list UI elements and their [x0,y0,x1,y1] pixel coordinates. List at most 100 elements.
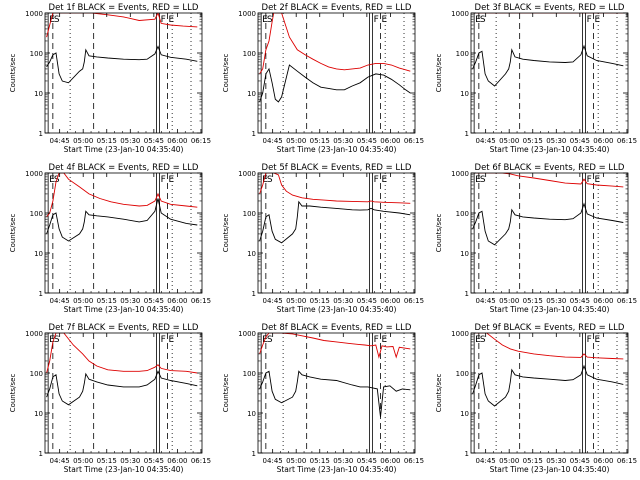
marker-label: E [168,15,174,25]
y-tick-label: 1000 [451,170,469,178]
y-tick-label: 1000 [238,330,256,338]
marker-label: E [262,175,268,185]
series-lld-line [472,333,624,360]
marker-label: F [587,15,592,25]
x-tick-label: 04:45 [263,457,283,465]
x-tick-label: 05:30 [120,297,140,305]
panel-title: Det 7f BLACK = Events, RED = LLD [49,323,199,333]
x-tick-label: 05:15 [97,457,117,465]
x-tick-label: 06:15 [191,137,211,145]
y-tick-label: 1 [465,130,469,138]
x-tick-label: 06:00 [167,137,187,145]
panel-det-9: Det 9f BLACK = Events, RED = LLD Counts/s… [435,323,637,474]
x-axis-label: Start Time (23-Jan-10 04:35:40) [490,465,610,474]
panel-det-3: Det 3f BLACK = Events, RED = LLD Counts/s… [435,3,637,154]
y-axis-label: Counts/sec [9,214,17,253]
y-tick-label: 100 [456,50,469,58]
x-tick-label: 05:45 [357,297,377,305]
series-lld-line [472,173,624,188]
x-axis-label: Start Time (23-Jan-10 04:35:40) [64,465,184,474]
y-axis-label: Counts/sec [222,214,230,253]
marker-label: F [374,15,379,25]
marker-label: E [594,15,600,25]
series-lld-line [46,173,198,218]
x-tick-label: 05:00 [499,457,519,465]
marker-label: E [381,335,387,345]
x-tick-label: 05:45 [570,457,590,465]
y-tick-label: 1 [39,130,43,138]
x-tick-label: 05:00 [499,137,519,145]
x-tick-label: 04:45 [263,297,283,305]
plot-frame [257,172,416,294]
y-tick-label: 100 [30,50,43,58]
y-tick-label: 10 [34,250,43,258]
marker-label: E [381,175,387,185]
series-lld-line [46,333,198,374]
x-tick-label: 05:15 [523,457,543,465]
y-tick-label: 10 [247,90,256,98]
y-tick-label: 100 [243,50,256,58]
x-tick-label: 05:30 [120,137,140,145]
x-tick-label: 05:30 [333,297,353,305]
marker-label: F [374,175,379,185]
x-tick-label: 06:15 [617,297,637,305]
marker-label: F [587,335,592,345]
y-tick-label: 10 [247,410,256,418]
panel-det-1: Det 1f BLACK = Events, RED = LLD Counts/s… [9,3,211,154]
panel-det-6: Det 6f BLACK = Events, RED = LLD Counts/s… [435,163,637,314]
y-axis-label: Counts/sec [9,374,17,413]
y-tick-label: 100 [243,370,256,378]
x-tick-label: 06:00 [593,297,613,305]
x-tick-label: 05:45 [570,297,590,305]
marker-label: F [161,175,166,185]
panel-det-7: Det 7f BLACK = Events, RED = LLD Counts/s… [9,323,211,474]
panel-title: Det 6f BLACK = Events, RED = LLD [475,163,625,173]
x-tick-label: 05:45 [570,137,590,145]
panel-det-8: Det 8f BLACK = Events, RED = LLD Counts/s… [222,323,424,474]
y-tick-label: 10 [460,410,469,418]
panel-title: Det 2f BLACK = Events, RED = LLD [262,3,412,13]
x-tick-label: 05:00 [286,297,306,305]
panel-det-5: Det 5f BLACK = Events, RED = LLD Counts/s… [222,163,424,314]
y-tick-label: 1 [39,290,43,298]
marker-label: E [168,175,174,185]
x-tick-label: 04:45 [476,457,496,465]
series-lld-line [259,13,411,75]
series-lld-line [259,173,411,204]
x-tick-label: 05:15 [97,137,117,145]
x-tick-label: 05:00 [73,137,93,145]
y-axis-label: Counts/sec [222,54,230,93]
x-tick-label: 05:45 [144,457,164,465]
y-tick-label: 10 [34,410,43,418]
x-tick-label: 04:45 [263,137,283,145]
x-tick-label: 05:30 [546,457,566,465]
marker-label: E [594,175,600,185]
x-tick-label: 04:45 [476,137,496,145]
panel-title: Det 9f BLACK = Events, RED = LLD [475,323,625,333]
x-tick-label: 05:15 [310,297,330,305]
marker-label: E [381,15,387,25]
x-tick-label: 05:45 [144,137,164,145]
x-tick-label: 05:45 [357,137,377,145]
x-tick-label: 04:45 [50,457,70,465]
x-axis-label: Start Time (23-Jan-10 04:35:40) [277,145,397,154]
x-tick-label: 06:15 [404,457,424,465]
marker-label: E [262,15,268,25]
marker-label: E [49,15,55,25]
x-tick-label: 05:00 [73,457,93,465]
marker-label: F [587,175,592,185]
x-tick-label: 04:45 [50,297,70,305]
x-tick-label: 05:30 [333,457,353,465]
series-events-line [472,202,624,246]
x-axis-label: Start Time (23-Jan-10 04:35:40) [277,465,397,474]
x-tick-label: 06:15 [191,457,211,465]
y-tick-label: 1 [39,450,43,458]
marker-label: E [49,175,55,185]
x-tick-label: 05:30 [333,137,353,145]
x-tick-label: 06:00 [380,137,400,145]
y-tick-label: 1000 [238,170,256,178]
plot-frame [44,332,203,454]
marker-label: S [480,175,486,185]
marker-label: S [267,335,273,345]
x-axis-label: Start Time (23-Jan-10 04:35:40) [490,145,610,154]
